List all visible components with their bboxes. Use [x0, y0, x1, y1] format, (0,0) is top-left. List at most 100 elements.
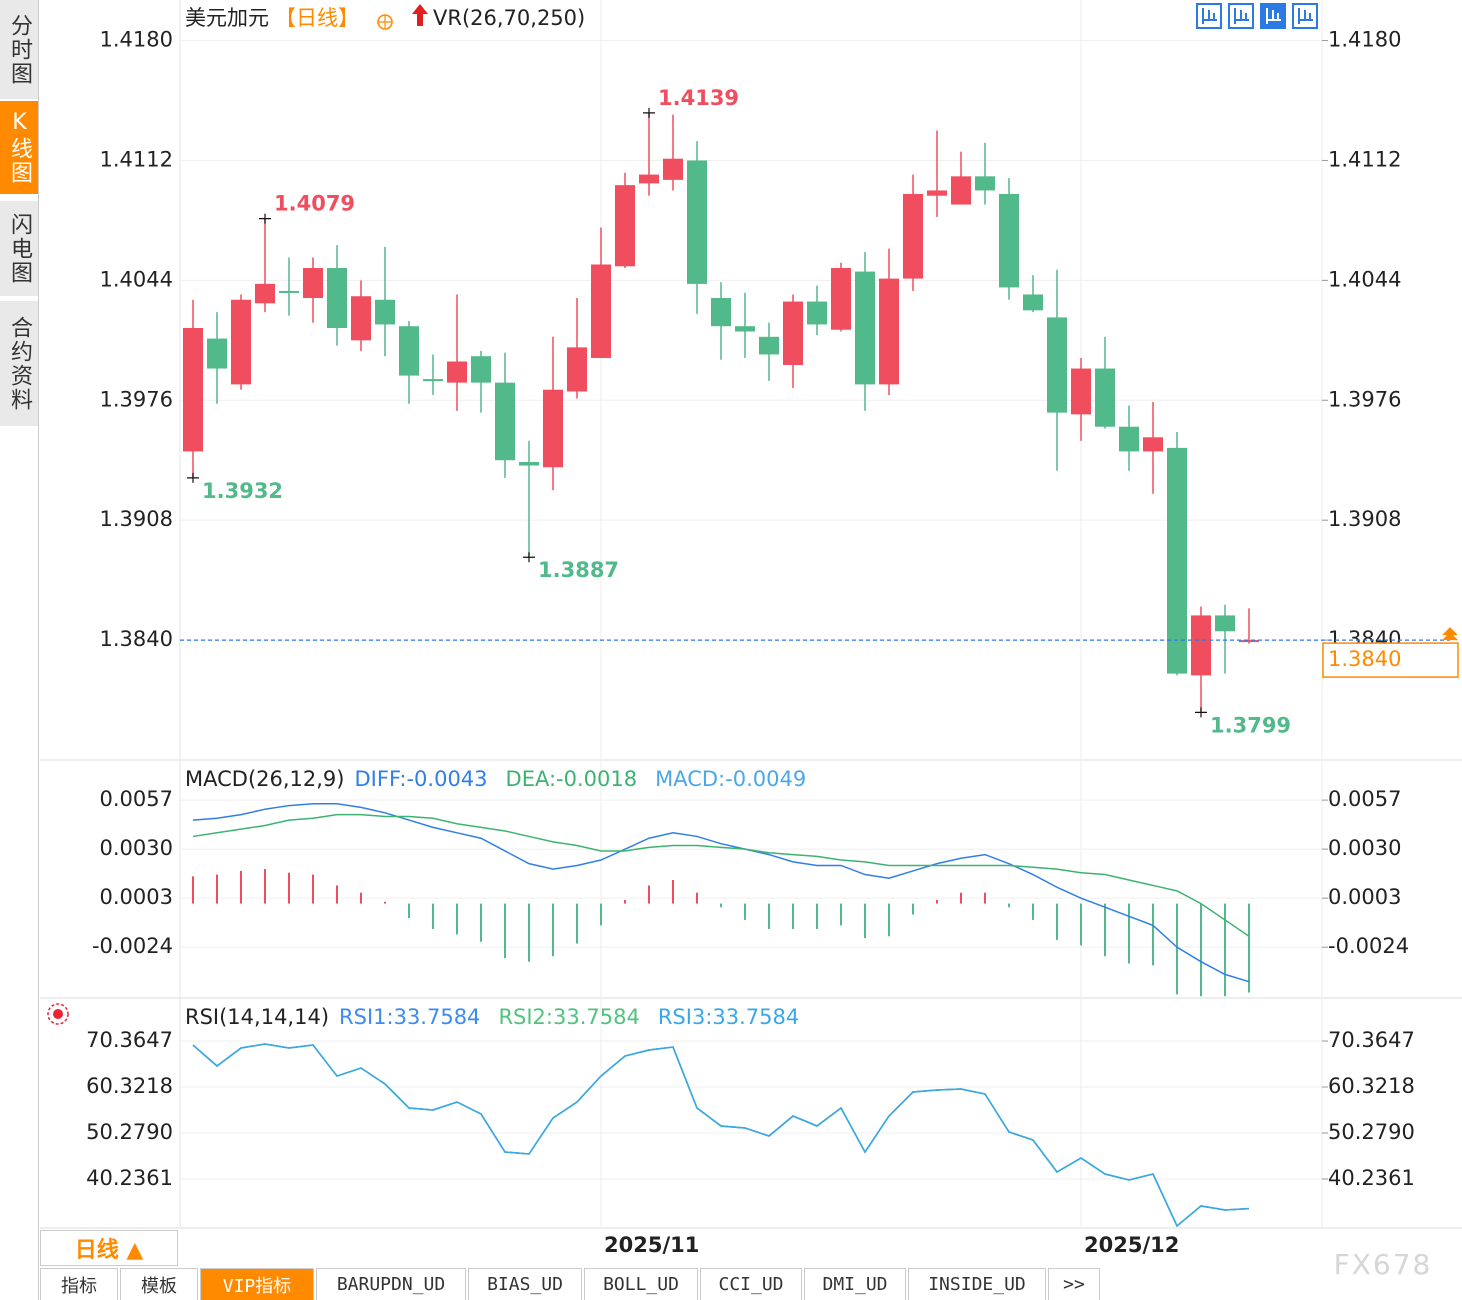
toolbar-icon-glyph — [1202, 8, 1217, 24]
period-label: 【日线】 — [275, 6, 359, 30]
candle-body — [783, 301, 803, 366]
y2-tick-label: 1.4044 — [1328, 267, 1401, 291]
indicator-tab[interactable]: DMI_UD — [804, 1268, 906, 1300]
y2-tick-label: 1.3908 — [1328, 507, 1401, 531]
sidebar-tab[interactable]: K线图 — [0, 101, 38, 195]
candle-body — [639, 174, 659, 184]
current-price-label: 1.3840 — [1328, 647, 1401, 671]
period-button[interactable]: 日线 ▲ — [40, 1230, 178, 1266]
extreme-label: 1.3932 — [202, 479, 283, 503]
indicator-tab[interactable]: BOLL_UD — [584, 1268, 698, 1300]
candle-body — [1215, 615, 1235, 632]
y-tick-label: 60.3218 — [86, 1074, 173, 1098]
y2-tick-label: -0.0024 — [1328, 934, 1409, 958]
candle-body — [1023, 294, 1043, 311]
y-tick-label: 70.3647 — [86, 1028, 173, 1052]
y-tick-label: 1.3976 — [100, 387, 173, 411]
sidebar-tab[interactable]: 合约资料 — [0, 301, 38, 427]
indicator-tab[interactable]: INSIDE_UD — [908, 1268, 1046, 1300]
y-tick-label: 40.2361 — [86, 1166, 173, 1190]
x-tick-label: 2025/11 — [604, 1233, 699, 1257]
candle-body — [471, 356, 491, 383]
indicator-tab[interactable]: BIAS_UD — [468, 1268, 582, 1300]
extreme-label: 1.4079 — [274, 192, 355, 216]
sidebar-tab[interactable]: 分时图 — [0, 0, 38, 100]
legend-label: DEA:-0.0018 — [506, 767, 638, 791]
candle-body — [1047, 317, 1067, 413]
candle-body — [879, 278, 899, 385]
indicator-tabs: 指标 模板 VIP指标 BARUPDN_UD BIAS_UD BOLL_UD CCI_UD D… — [40, 1268, 1102, 1300]
candle-body — [351, 296, 371, 341]
indicator-title: RSI(14,14,14) — [185, 1005, 329, 1029]
indicator-label: VR(26,70,250) — [433, 6, 585, 30]
extreme-marker — [187, 472, 199, 483]
y-tick-label: 1.4180 — [100, 28, 173, 52]
y-tick-label: 0.0003 — [100, 885, 173, 909]
candle-body — [207, 338, 227, 369]
sidebar-tab[interactable]: 闪电图 — [0, 201, 38, 297]
indicator-tab[interactable]: 指标 — [40, 1268, 118, 1300]
extreme-marker — [643, 107, 655, 118]
y-tick-label: 1.3840 — [100, 627, 173, 651]
indicator-tab[interactable]: VIP指标 — [200, 1268, 314, 1300]
candle-body — [495, 382, 515, 461]
extreme-label: 1.4139 — [658, 86, 739, 110]
candle-body — [927, 190, 947, 196]
candle-body — [951, 176, 971, 205]
candle-body — [375, 299, 395, 325]
extreme-marker — [1195, 707, 1207, 718]
candle-body — [1143, 437, 1163, 452]
legend-label: RSI2:33.7584 — [498, 1005, 639, 1029]
indicator-title: MACD(26,12,9) — [185, 767, 345, 791]
y-tick-label: -0.0024 — [92, 934, 173, 958]
indicator-tab[interactable]: 模板 — [120, 1268, 198, 1300]
candle-body — [687, 160, 707, 284]
candle-body — [711, 298, 731, 327]
indicator-tab[interactable]: CCI_UD — [700, 1268, 802, 1300]
rsi-icon-ring — [47, 1003, 69, 1025]
candle-body — [759, 336, 779, 355]
extreme-label: 1.3799 — [1210, 713, 1291, 737]
current-price-box — [1322, 642, 1459, 678]
y2-tick-label: 0.0003 — [1328, 885, 1401, 909]
candle-body — [735, 326, 755, 332]
candle-body — [1119, 426, 1139, 452]
y-tick-label: 0.0057 — [100, 787, 173, 811]
legend-label: DIFF:-0.0043 — [355, 767, 488, 791]
legend-label: RSI3:33.7584 — [658, 1005, 799, 1029]
y-tick-label: 50.2790 — [86, 1120, 173, 1144]
candle-body — [183, 327, 203, 452]
series-line — [192, 803, 1250, 983]
candle-body — [423, 379, 443, 382]
candle-body — [255, 283, 275, 304]
candle-body — [399, 326, 419, 376]
y2-tick-label: 60.3218 — [1328, 1074, 1415, 1098]
candle-body — [279, 290, 299, 293]
candle-body — [1095, 368, 1115, 427]
x-tick-label: 2025/12 — [1084, 1233, 1179, 1257]
toolbar-icon-glyph — [1266, 8, 1281, 24]
indicator-tab[interactable]: >> — [1048, 1268, 1100, 1300]
candle-body — [903, 193, 923, 279]
candle-body — [663, 158, 683, 180]
indicator-tab[interactable]: BARUPDN_UD — [316, 1268, 466, 1300]
sidebar: 分时图 K线图 闪电图 合约资料 — [0, 0, 39, 1300]
candle-body — [327, 268, 347, 328]
series-line — [192, 1043, 1250, 1228]
series-line — [192, 813, 1250, 937]
watermark: FX678 — [1334, 1248, 1433, 1281]
candle-body — [975, 176, 995, 191]
candle-body — [999, 193, 1019, 288]
y2-tick-label: 1.3976 — [1328, 387, 1401, 411]
legend-label: MACD:-0.0049 — [655, 767, 806, 791]
y-tick-label: 1.4044 — [100, 267, 173, 291]
candle-body — [1167, 447, 1187, 674]
candle-body — [303, 268, 323, 299]
candle-body — [855, 271, 875, 385]
y2-tick-label: 40.2361 — [1328, 1166, 1415, 1190]
y2-tick-label: 1.4112 — [1328, 147, 1401, 171]
extreme-label: 1.3887 — [538, 558, 619, 582]
candle-body — [543, 389, 563, 468]
